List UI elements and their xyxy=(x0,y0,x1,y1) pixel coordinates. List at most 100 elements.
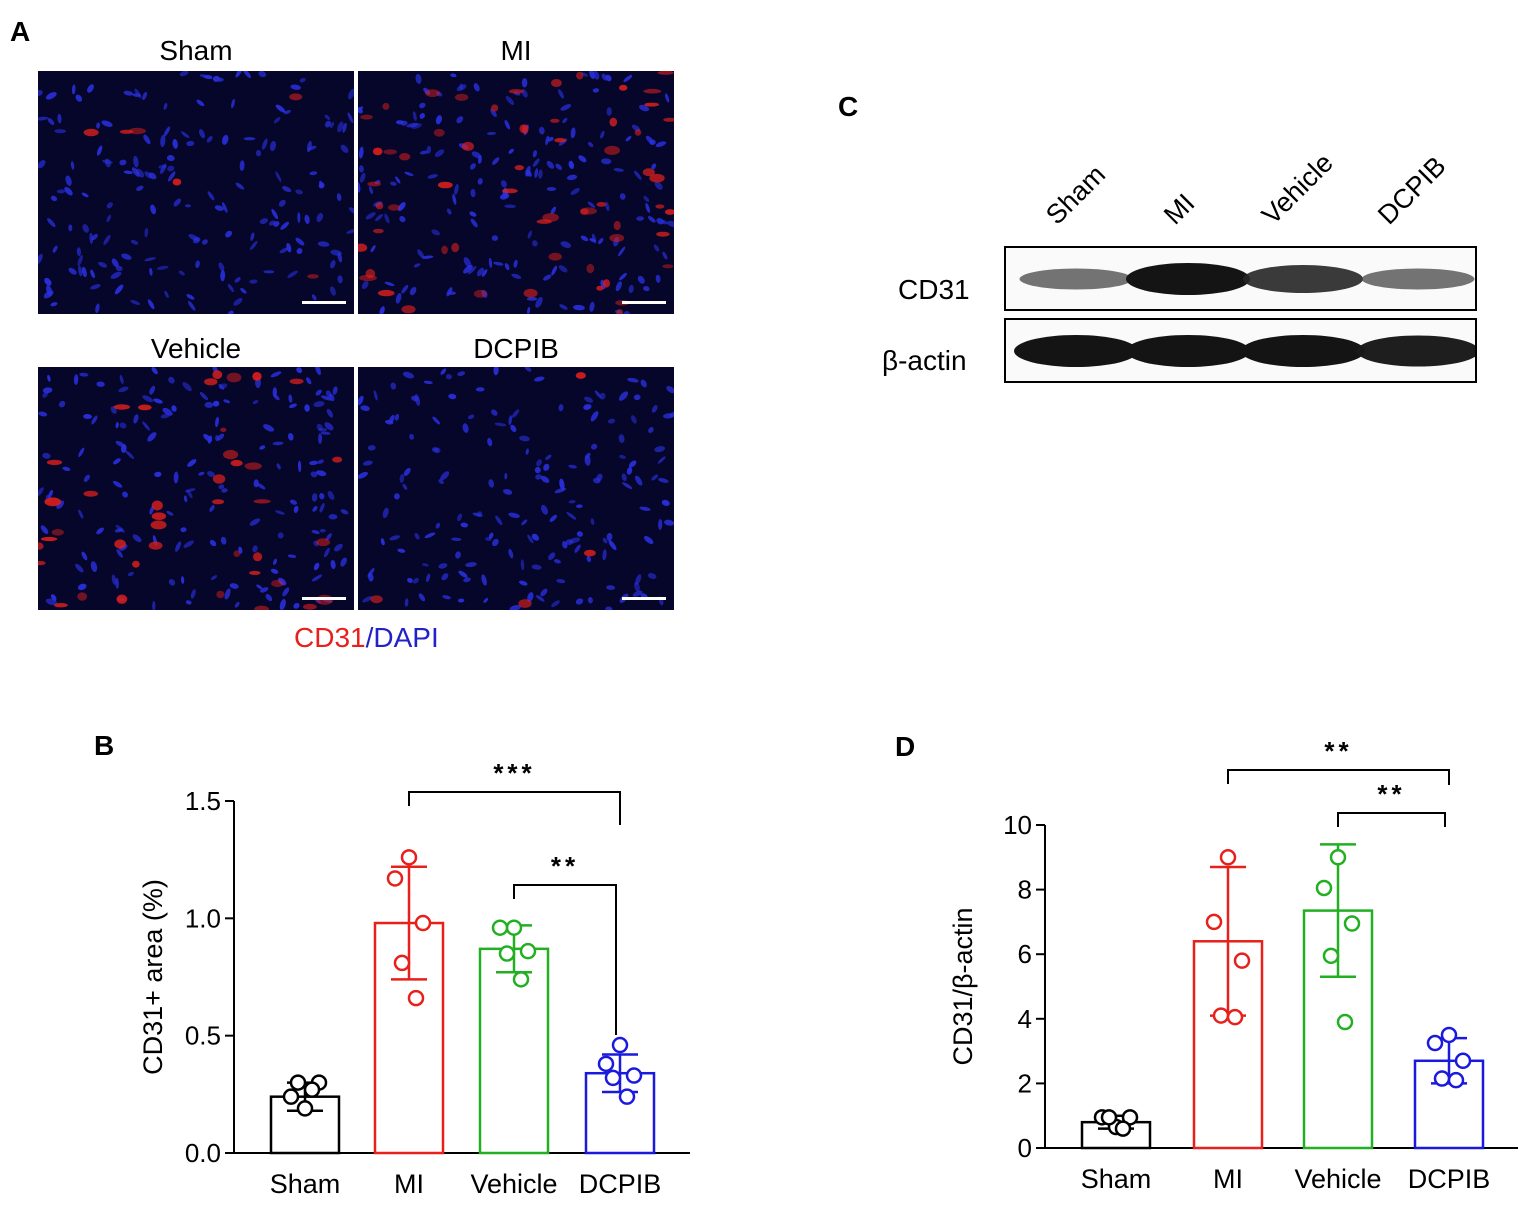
nucleus xyxy=(426,145,432,154)
nucleus xyxy=(123,170,133,175)
cd31-signal xyxy=(656,231,670,237)
nucleus xyxy=(402,371,414,379)
nucleus xyxy=(54,129,67,134)
data-point xyxy=(1336,1013,1354,1031)
nucleus xyxy=(180,527,187,533)
nucleus xyxy=(279,247,289,254)
nucleus xyxy=(626,466,633,475)
nucleus xyxy=(115,577,119,589)
nucleus xyxy=(348,88,354,100)
nucleus xyxy=(218,383,228,390)
nucleus xyxy=(142,91,148,101)
nucleus xyxy=(558,89,564,99)
nucleus xyxy=(259,445,266,450)
nucleus xyxy=(640,379,647,388)
nucleus xyxy=(287,270,298,278)
nucleus xyxy=(83,413,92,420)
nucleus xyxy=(409,286,417,296)
nucleus xyxy=(658,477,669,483)
nucleus xyxy=(319,493,325,500)
nucleus xyxy=(160,163,167,174)
nucleus xyxy=(144,171,153,179)
nucleus xyxy=(527,534,534,544)
nucleus xyxy=(663,413,674,419)
micrograph-texture xyxy=(358,367,674,610)
nucleus xyxy=(272,558,278,565)
nucleus xyxy=(44,277,52,286)
blot-actin-bands xyxy=(1014,335,1480,367)
nucleus xyxy=(192,237,201,244)
nucleus xyxy=(562,117,568,124)
nucleus xyxy=(555,163,563,170)
nucleus xyxy=(38,487,44,496)
nucleus xyxy=(403,467,411,477)
nucleus xyxy=(340,509,349,515)
x-tick-label: MI xyxy=(394,1169,424,1199)
cd31-signal xyxy=(83,128,99,137)
nucleus xyxy=(490,108,497,118)
nucleus xyxy=(275,171,282,183)
nucleus xyxy=(560,241,572,248)
nucleus xyxy=(153,398,163,404)
nucleus xyxy=(136,185,144,192)
nucleus xyxy=(625,136,632,142)
nucleus xyxy=(180,576,185,584)
nucleus xyxy=(78,265,83,277)
nucleus xyxy=(319,528,326,533)
nucleus xyxy=(531,564,542,570)
cd31-signal xyxy=(604,145,620,155)
cd31-signal xyxy=(433,128,445,137)
scale-bar xyxy=(622,301,666,304)
nucleus xyxy=(271,208,279,220)
cd31-signal xyxy=(644,102,659,107)
nucleus xyxy=(389,535,401,541)
nucleus xyxy=(333,543,343,552)
cd31-signal xyxy=(114,539,126,549)
nucleus xyxy=(295,189,303,195)
nucleus xyxy=(486,131,497,136)
nucleus xyxy=(395,292,402,304)
data-point xyxy=(303,1081,321,1098)
nucleus xyxy=(406,122,419,128)
nucleus xyxy=(619,272,627,281)
x-tick-label: DCPIB xyxy=(1408,1164,1491,1194)
nucleus xyxy=(600,130,605,139)
cd31-signal xyxy=(642,168,655,177)
cd31-signal xyxy=(619,84,628,91)
nucleus xyxy=(90,269,95,279)
nucleus xyxy=(500,180,507,188)
chart-b: 0.0 0.5 1.0 1.5 CD31+ area (%) Sham MI Vehicle D… xyxy=(138,758,690,1199)
nucleus xyxy=(455,551,461,559)
nucleus xyxy=(304,214,310,225)
x-tick-label: Sham xyxy=(270,1169,341,1199)
nucleus xyxy=(185,600,192,605)
cd31-signal xyxy=(634,129,642,136)
nucleus xyxy=(81,551,88,561)
nucleus xyxy=(317,459,324,464)
nucleus xyxy=(182,382,192,392)
nucleus xyxy=(121,253,132,260)
nucleus xyxy=(91,233,98,241)
cd31-signal xyxy=(518,599,532,608)
nucleus xyxy=(485,536,492,542)
nucleus xyxy=(586,555,592,563)
nucleus xyxy=(380,538,385,546)
nucleus xyxy=(260,587,269,593)
nucleus xyxy=(621,473,627,482)
nucleus xyxy=(492,157,500,165)
cd31-signal xyxy=(212,499,225,505)
nucleus xyxy=(587,201,596,208)
cd31-signal xyxy=(596,285,604,291)
nucleus xyxy=(327,490,335,500)
cd31-signal xyxy=(46,459,63,466)
nucleus xyxy=(304,404,310,412)
micrograph-vehicle xyxy=(38,367,354,610)
nucleus xyxy=(106,214,112,223)
nucleus xyxy=(187,300,196,311)
nucleus xyxy=(399,474,405,483)
nucleus xyxy=(71,84,76,95)
chart-d: 0 2 4 6 8 10 CD31/β-actin Sham MI Vehicle DCPIB ** *… xyxy=(948,736,1518,1194)
nucleus xyxy=(273,117,281,124)
nucleus xyxy=(527,230,533,239)
nucleus xyxy=(158,164,167,169)
